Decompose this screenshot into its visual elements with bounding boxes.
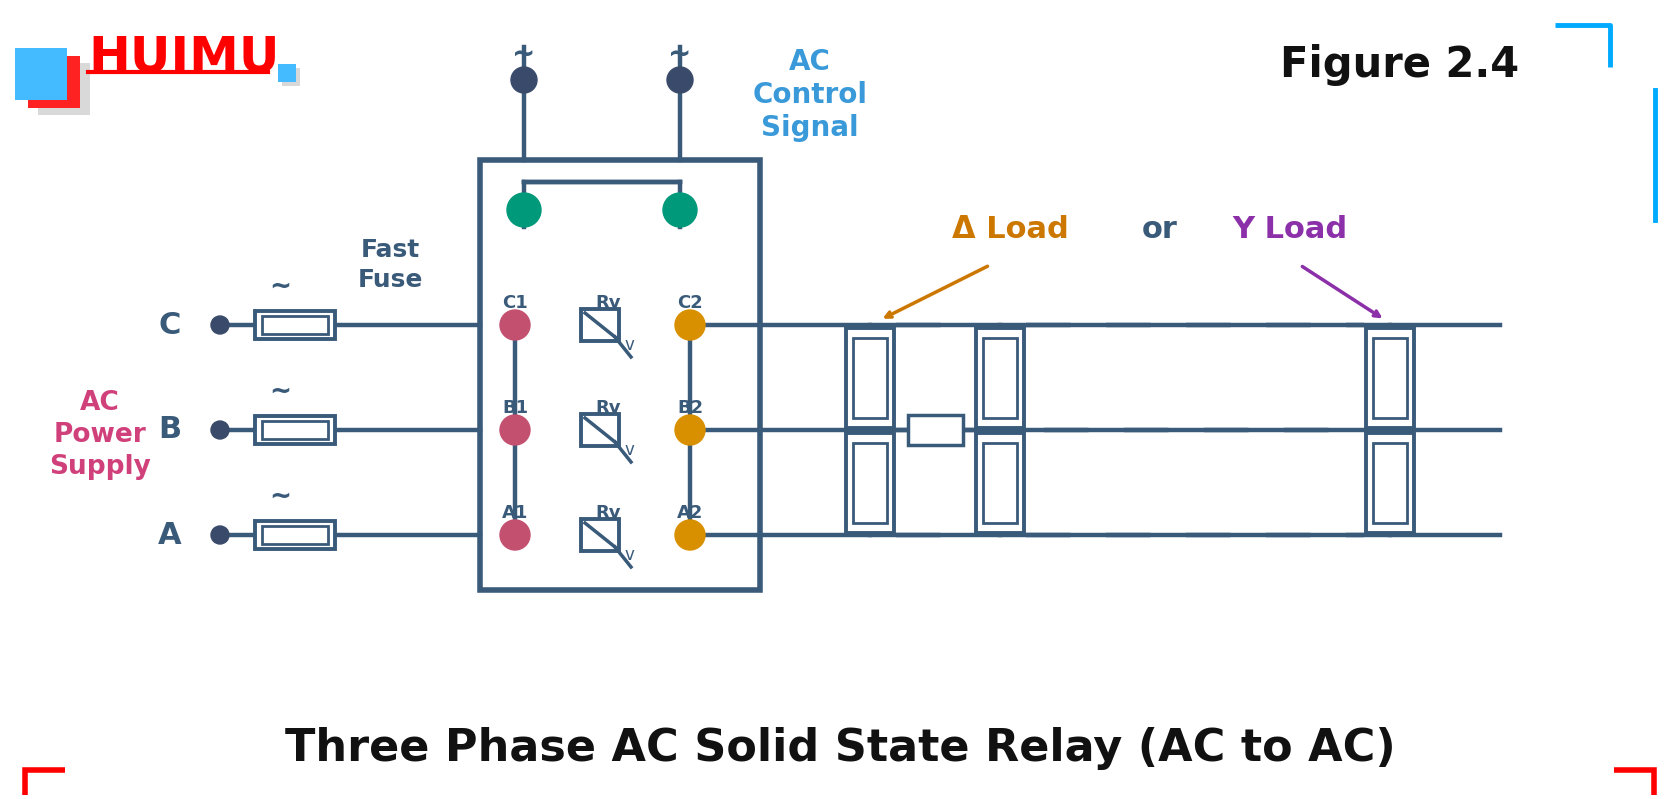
Circle shape	[507, 193, 541, 227]
Text: ~: ~	[269, 379, 290, 405]
Text: Fast
Fuse: Fast Fuse	[358, 238, 423, 292]
Text: Three Phase AC Solid State Relay (AC to AC): Three Phase AC Solid State Relay (AC to …	[285, 726, 1395, 769]
Text: v: v	[625, 546, 635, 564]
Bar	[1373, 337, 1407, 418]
Text: HUIMU: HUIMU	[87, 34, 279, 82]
Text: AC
Power
Supply: AC Power Supply	[49, 390, 151, 480]
Circle shape	[212, 421, 228, 439]
Bar	[975, 328, 1024, 427]
Circle shape	[212, 526, 228, 544]
Bar	[279, 64, 296, 82]
Bar	[29, 56, 81, 108]
Text: B: B	[158, 415, 181, 444]
Bar	[581, 414, 620, 446]
Text: A2: A2	[677, 504, 704, 522]
Bar	[1373, 443, 1407, 523]
Bar	[846, 432, 893, 532]
Text: A: A	[158, 520, 181, 550]
Bar	[846, 328, 893, 427]
Bar	[262, 316, 327, 334]
Text: v: v	[625, 336, 635, 354]
Bar	[1367, 432, 1414, 532]
Bar	[1367, 328, 1414, 427]
Bar	[581, 519, 620, 551]
Bar	[853, 443, 887, 523]
Bar	[15, 48, 67, 100]
Text: C1: C1	[502, 294, 527, 312]
Circle shape	[675, 415, 705, 445]
Text: A1: A1	[502, 504, 529, 522]
Text: ~: ~	[668, 41, 692, 69]
Text: Figure 2.4: Figure 2.4	[1279, 44, 1519, 86]
Circle shape	[675, 310, 705, 340]
Text: B2: B2	[677, 399, 704, 417]
Text: B1: B1	[502, 399, 529, 417]
Bar	[908, 415, 964, 445]
Circle shape	[500, 310, 531, 340]
Bar	[982, 337, 1017, 418]
Circle shape	[675, 520, 705, 550]
Text: Δ Load: Δ Load	[952, 216, 1068, 244]
Text: C2: C2	[677, 294, 704, 312]
Circle shape	[510, 67, 537, 93]
Circle shape	[663, 193, 697, 227]
Text: Rv: Rv	[596, 399, 621, 417]
Bar	[480, 160, 761, 590]
Circle shape	[500, 520, 531, 550]
Text: v: v	[625, 441, 635, 459]
Circle shape	[667, 67, 693, 93]
Text: ~: ~	[512, 41, 536, 69]
Text: C: C	[160, 311, 181, 340]
Bar	[982, 443, 1017, 523]
Bar	[581, 309, 620, 341]
Text: Rv: Rv	[596, 294, 621, 312]
Bar	[853, 337, 887, 418]
Circle shape	[212, 316, 228, 334]
Text: ~: ~	[269, 484, 290, 510]
Circle shape	[500, 415, 531, 445]
Text: ~: ~	[269, 274, 290, 300]
Bar	[39, 63, 91, 115]
Bar	[262, 421, 327, 439]
Bar	[975, 432, 1024, 532]
Text: or: or	[1142, 216, 1179, 244]
Text: Y Load: Y Load	[1232, 216, 1348, 244]
Text: Rv: Rv	[596, 504, 621, 522]
Bar	[282, 68, 301, 86]
Bar	[255, 311, 336, 339]
Bar	[255, 416, 336, 444]
Bar	[262, 526, 327, 544]
Bar	[255, 521, 336, 549]
Text: AC
Control
Signal: AC Control Signal	[752, 47, 868, 142]
